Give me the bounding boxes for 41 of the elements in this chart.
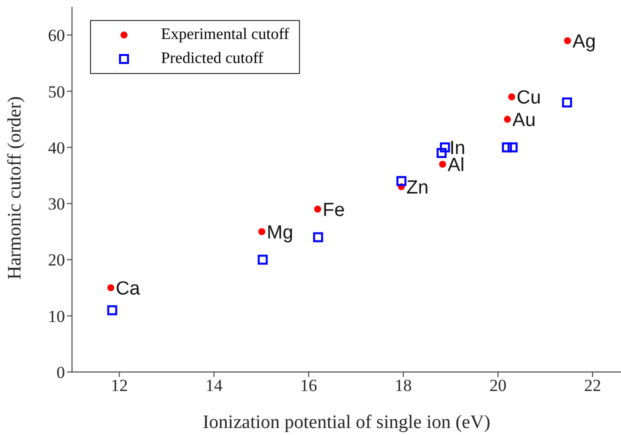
annotation: Ca [116, 278, 141, 300]
y-axis-title: Harmonic cutoff (order) [4, 96, 26, 280]
point [313, 232, 324, 242]
y-tick-label: 60 [48, 26, 65, 46]
annotation: Au [512, 110, 536, 132]
y-tick-label: 0 [56, 363, 65, 382]
legend-label: Predicted cutoff [161, 49, 264, 69]
y-tick-label: 40 [48, 138, 65, 158]
y-tick-label: 10 [48, 306, 65, 326]
point [562, 97, 572, 108]
x-tick-label: 12 [110, 376, 128, 396]
point [258, 228, 266, 236]
x-tick-label: 18 [394, 376, 412, 396]
x-tick-label: 14 [205, 376, 223, 396]
point [439, 160, 446, 168]
point [436, 148, 447, 158]
point [107, 284, 114, 292]
point [508, 142, 518, 152]
point [440, 142, 450, 152]
x-tick-label: 16 [300, 376, 318, 396]
annotation: Cu [516, 88, 541, 109]
point [508, 93, 516, 100]
point [564, 37, 572, 44]
x-tick-label: 20 [489, 376, 506, 396]
point [504, 116, 511, 123]
annotation: Ag [572, 31, 596, 52]
point [502, 142, 512, 152]
x-axis-title: Ionization potential of single ion (eV) [202, 412, 490, 433]
annotation: Zn [406, 177, 429, 198]
annotation: Mg [266, 222, 294, 244]
annotation: Al [448, 154, 464, 176]
y-tick-label: 20 [48, 250, 65, 270]
y-tick-label: 50 [48, 82, 65, 102]
point [396, 176, 406, 186]
annotation: Fe [322, 200, 345, 221]
point [314, 206, 322, 213]
legend-label: Experimental cutoff [161, 25, 290, 45]
y-tick-label: 30 [48, 194, 65, 214]
point [258, 254, 268, 265]
point [107, 305, 118, 316]
x-tick-label: 22 [584, 376, 602, 396]
